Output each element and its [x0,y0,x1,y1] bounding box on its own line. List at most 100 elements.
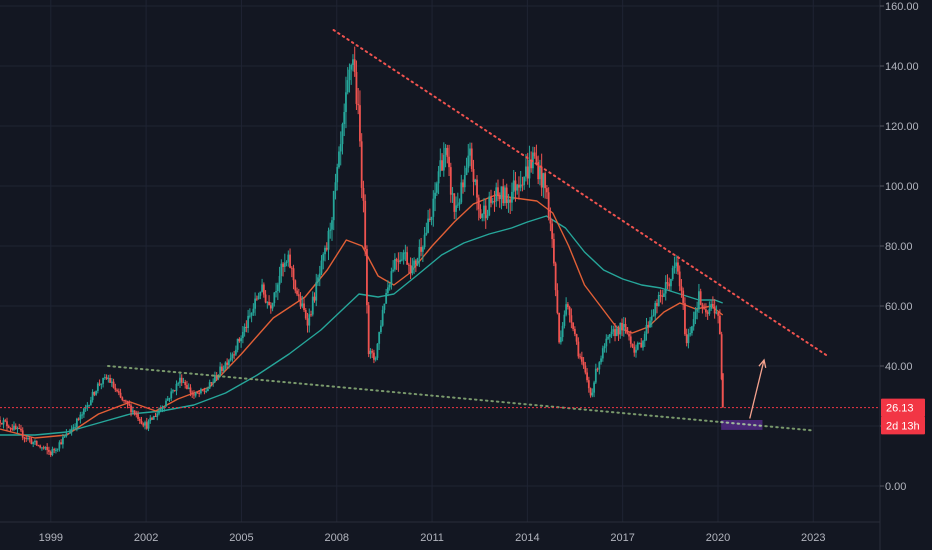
price-axis[interactable]: 160.00 140.00 120.00 100.00 80.00 60.00 40.00 2… [880,1,919,493]
candle-body [327,230,330,250]
candle-body [397,261,400,263]
candle-body [533,152,536,157]
trendline-resistance[interactable] [332,29,831,358]
candle-body [67,433,70,435]
candle-body [353,59,356,72]
candle-body [518,184,520,188]
candle-body [546,188,548,193]
candle-body [362,187,365,201]
candle-body [685,334,688,344]
candle-body [615,328,618,336]
candle-body [0,422,3,425]
y-tick-label: 40.00 [885,361,913,373]
candle-body [341,123,344,145]
highlight-box[interactable] [721,420,763,430]
candle-body [278,276,281,285]
candle-body [577,341,580,357]
candle-body [656,303,658,306]
candle-body [74,427,77,429]
x-tick-label: 2023 [801,532,825,544]
price-series [0,46,724,457]
candle-body [573,328,576,335]
candle-body [451,193,454,195]
candle-body [18,428,21,430]
trendline-support[interactable] [107,365,815,432]
candle-body [240,338,243,342]
candle-body [591,392,594,396]
candle-body [11,428,14,430]
candle-body [234,349,237,355]
candle-body [393,258,396,270]
candle-body [55,449,57,451]
candle-body [294,280,297,291]
candle-body [469,148,471,156]
candle-body [27,437,29,439]
candle-body [622,324,625,331]
candle-body [540,166,543,188]
candle-body [283,263,286,267]
drawing-tools[interactable] [0,29,880,432]
candle-body [689,333,692,335]
candle-body [568,307,571,316]
candle-body [407,264,410,266]
candle-body [528,159,531,179]
candle-body [34,440,36,443]
candle-body [715,312,718,314]
candle-body [154,415,157,417]
candle-body [369,350,372,355]
candle-body [147,421,150,429]
candle-body [245,326,248,328]
last-price-tag: 26.13 [886,403,914,415]
candle-body [261,284,263,292]
candle-body [691,326,693,334]
candle-body [46,447,49,450]
candle-body [229,358,232,361]
y-tick-label: 80.00 [885,241,913,253]
candle-body [42,447,45,449]
candle-body [430,216,433,220]
candle-body [544,173,547,189]
candle-body [212,381,215,383]
candle-body [706,312,709,314]
candle-body [39,445,42,448]
candle-body [121,397,124,401]
candle-body [324,247,326,255]
candle-body [717,312,720,316]
candle-body [582,361,585,366]
candle-body [642,341,644,348]
candle-body [547,192,550,218]
candle-body [598,362,601,370]
candle-body [505,187,508,203]
candle-body [210,382,213,384]
candle-body [14,425,17,429]
candle-body [708,308,711,314]
projection-arrow[interactable] [749,359,765,419]
candle-body [238,338,241,342]
candle-body [488,196,491,216]
candle-body [198,393,201,395]
x-tick-label: 2020 [706,532,730,544]
candle-body [455,205,457,212]
time-axis[interactable]: 1999 2002 2005 2008 2011 2014 2017 2020 2023 [39,532,826,544]
candle-body [236,338,239,350]
candle-body [331,220,333,230]
candle-body [383,303,386,310]
candle-body [580,356,583,362]
x-tick-label: 2008 [325,532,349,544]
candle-body [138,418,141,421]
candle-body [311,296,314,315]
candle-body [462,182,464,188]
candle-body [551,223,554,240]
candle-body [124,400,127,402]
candle-body [303,303,305,311]
candle-body [48,449,50,452]
candle-body [718,315,721,335]
candle-body [145,422,148,429]
candle-body [203,390,206,392]
candle-body [172,390,174,392]
candle-body [75,418,78,428]
candle-body [720,334,723,380]
candle-body [156,413,159,417]
